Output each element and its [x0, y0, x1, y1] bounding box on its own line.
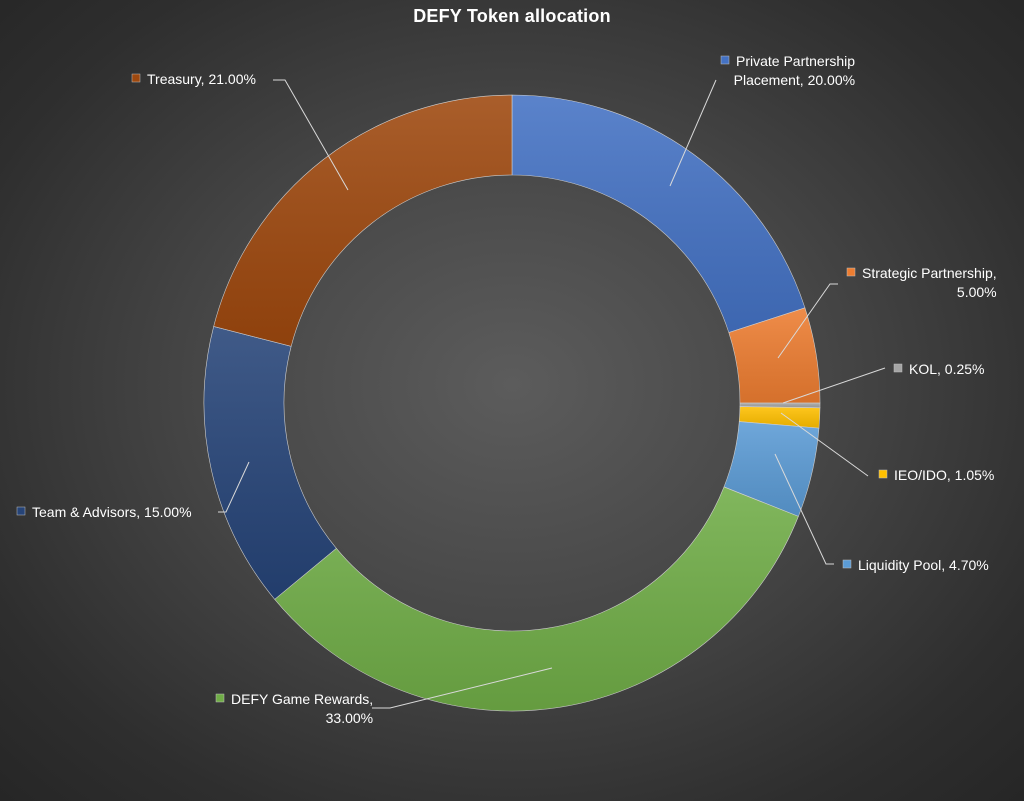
legend-marker-private-partnership-placement: [720, 55, 730, 65]
data-label-liquidity-pool: Liquidity Pool, 4.70%: [842, 557, 989, 573]
data-label-line: Strategic Partnership,: [862, 265, 997, 281]
data-label-line: Treasury, 21.00%: [147, 71, 256, 87]
legend-marker-team-advisors: [16, 506, 26, 516]
data-label-line: 33.00%: [326, 710, 373, 726]
slice-shade-ieo-ido: [739, 406, 820, 429]
slice-shade-strategic-partnership: [728, 307, 821, 403]
data-label-line: 5.00%: [957, 284, 997, 300]
slice-shade-team-advisors: [203, 326, 337, 600]
data-label-treasury: Treasury, 21.00%: [131, 71, 256, 87]
slice-shade-private-partnership-placement: [512, 95, 805, 333]
slice-shade-treasury: [213, 94, 512, 347]
legend-marker-defy-game-rewards: [215, 693, 225, 703]
data-label-line: DEFY Game Rewards,: [231, 691, 373, 707]
data-label-line: KOL, 0.25%: [909, 361, 985, 377]
leader-line-ieo-ido: [780, 412, 869, 477]
legend-marker-treasury: [131, 73, 141, 83]
data-label-private-partnership-placement: Private Partnership Placement, 20.00%: [720, 53, 855, 88]
leader-line-liquidity-pool: [774, 453, 834, 565]
leader-line-team-advisors: [218, 461, 250, 513]
slice-shade-liquidity-pool: [723, 421, 819, 517]
data-label-defy-game-rewards: DEFY Game Rewards, 33.00%: [215, 691, 373, 726]
leader-line-strategic-partnership: [777, 283, 838, 359]
leader-line-defy-game-rewards: [372, 667, 553, 709]
legend-marker-strategic-partnership: [846, 267, 856, 277]
legend-marker-ieo-ido: [878, 469, 888, 479]
data-label-line: IEO/IDO, 1.05%: [894, 467, 994, 483]
legend-marker-liquidity-pool: [842, 559, 852, 569]
leader-line-private-partnership-placement: [669, 79, 717, 187]
data-label-team-advisors: Team & Advisors, 15.00%: [16, 504, 192, 520]
legend-marker-kol: [893, 363, 903, 373]
data-label-line: Team & Advisors, 15.00%: [32, 504, 192, 520]
data-label-line: Placement, 20.00%: [734, 72, 855, 88]
data-label-ieo-ido: IEO/IDO, 1.05%: [878, 467, 994, 483]
leader-line-kol: [782, 367, 886, 404]
data-label-strategic-partnership: Strategic Partnership, 5.00%: [846, 265, 997, 300]
leader-line-treasury: [273, 79, 349, 191]
chart-title: DEFY Token allocation: [413, 6, 611, 26]
data-label-kol: KOL, 0.25%: [893, 361, 985, 377]
slice-shade-defy-game-rewards: [274, 486, 799, 711]
data-label-line: Liquidity Pool, 4.70%: [858, 557, 989, 573]
data-label-line: Private Partnership: [736, 53, 855, 69]
